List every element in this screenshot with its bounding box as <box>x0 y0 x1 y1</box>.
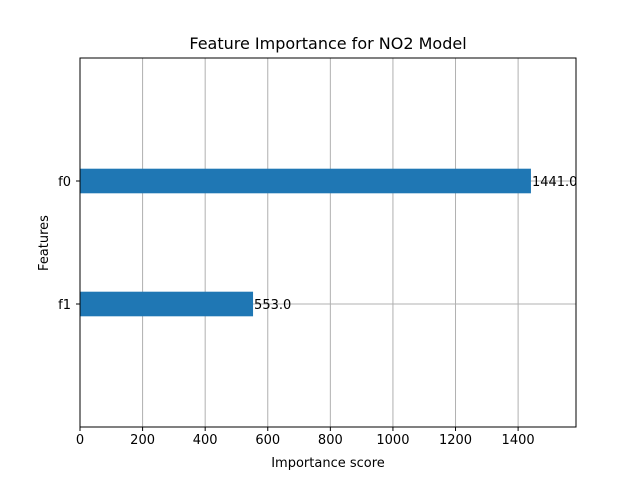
x-tick-label: 600 <box>255 433 280 448</box>
x-ticks: 0 200 400 600 800 1000 1200 1400 <box>76 427 535 448</box>
y-tick-label: f1 <box>58 298 71 313</box>
y-tick-label: f0 <box>58 175 71 190</box>
x-tick-label: 800 <box>318 433 343 448</box>
x-tick-label: 1200 <box>439 433 472 448</box>
plot-frame <box>79 57 577 428</box>
data-label-f0: 1441.0 <box>532 175 578 190</box>
x-tick-label: 1000 <box>376 433 409 448</box>
chart-title: Feature Importance for NO2 Model <box>189 34 466 53</box>
y-ticks: f0 f1 <box>58 175 80 313</box>
x-tick-label: 0 <box>76 433 84 448</box>
bars <box>80 168 531 317</box>
data-labels: 1441.0 553.0 <box>254 175 577 313</box>
x-tick-label: 1400 <box>502 433 535 448</box>
x-tick-label: 400 <box>193 433 218 448</box>
x-tick-label: 200 <box>130 433 155 448</box>
data-label-f1: 553.0 <box>254 298 291 313</box>
bar-f0 <box>80 168 531 194</box>
x-axis-label: Importance score <box>271 456 385 471</box>
y-axis-label: Features <box>37 215 52 271</box>
bar-f1 <box>80 291 254 317</box>
